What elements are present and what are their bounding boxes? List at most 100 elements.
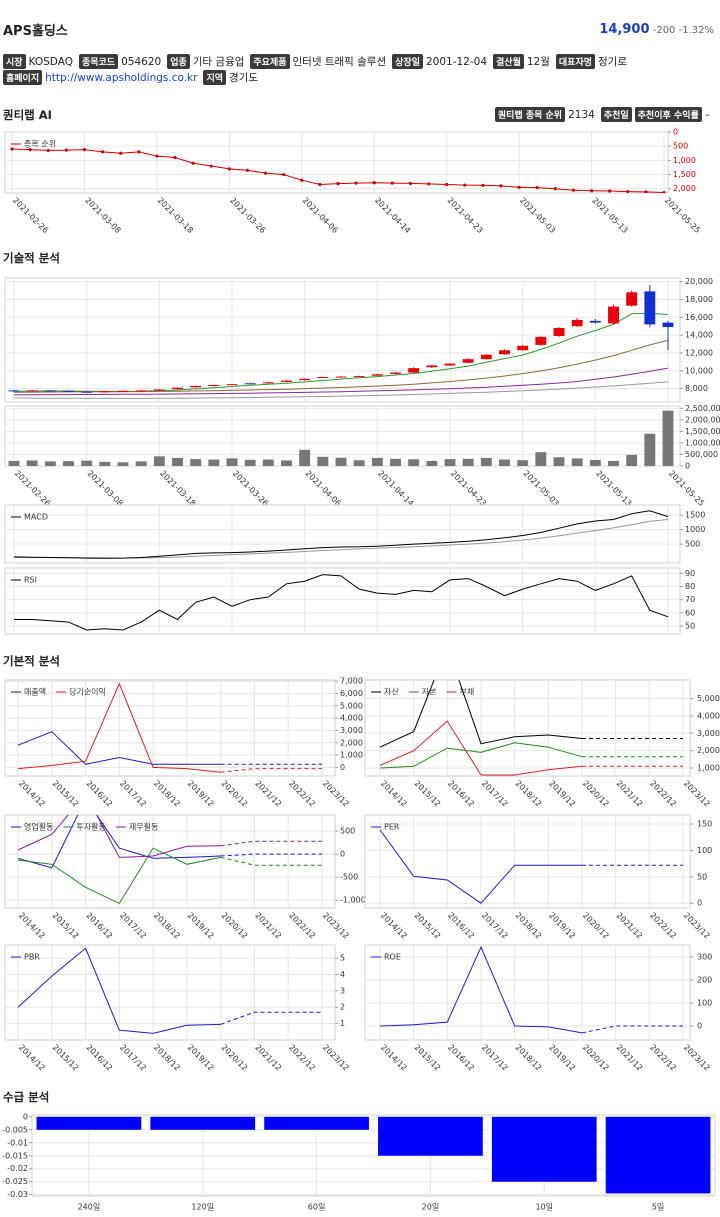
volume-bar — [444, 459, 456, 466]
candle-body — [444, 363, 456, 366]
volume-bar — [190, 459, 202, 466]
volume-bar — [371, 457, 383, 466]
volume-bar — [172, 457, 183, 466]
candle-body — [299, 378, 311, 381]
marker — [46, 148, 50, 153]
x-tick-label: 2021-04-06 — [303, 469, 342, 508]
plot-area: 매출액 당기순이익 — [5, 680, 335, 776]
y-tick-label: 2,500,000 — [685, 404, 720, 413]
candle-body — [644, 291, 656, 325]
y-tick-label: 1 — [340, 1019, 345, 1028]
y-tick-label: 2,000 — [673, 184, 696, 193]
y-tick-label: 1,500,000 — [685, 427, 720, 436]
volume-bar — [335, 457, 347, 466]
x-tick-label: 2021-04-14 — [376, 469, 415, 508]
volume-bar — [608, 460, 619, 466]
y-tick-label: -0.01 — [7, 1138, 28, 1147]
x-tick-label: 2020/12 — [219, 911, 249, 941]
legend-label: MACD — [24, 513, 48, 522]
plot-frame — [4, 814, 336, 909]
legend-label: 재무활동 — [129, 822, 158, 832]
info-tag: 결산월 — [493, 54, 524, 69]
x-tick-label: 2014/12 — [17, 911, 47, 941]
x-tick-label: 2015/12 — [51, 911, 81, 941]
y-tick-label: 0 — [23, 1112, 28, 1121]
change-pct: -1.32% — [678, 25, 714, 36]
x-tick-label: 2021/12 — [614, 779, 644, 809]
marker — [318, 182, 322, 187]
marker — [372, 181, 376, 185]
y-tick-label: 5,000 — [697, 694, 720, 703]
x-tick-label: 2020/12 — [219, 779, 249, 809]
marker — [354, 181, 358, 185]
info-tag: 주요제품 — [250, 54, 290, 69]
x-tick-label: 2020/12 — [219, 1043, 249, 1073]
volume-bar — [499, 459, 510, 466]
x-tick-label: 2021-03-18 — [156, 196, 195, 235]
marker — [300, 178, 304, 182]
y-tick-label: 70 — [685, 595, 695, 604]
x-tick-label: 120일 — [191, 1203, 214, 1212]
y-tick-label: 2 — [340, 1003, 345, 1012]
y-tick-label: 0 — [340, 763, 345, 772]
info-value: 정기로 — [598, 56, 627, 68]
marker — [608, 189, 612, 193]
x-tick-label: 2017/12 — [118, 1043, 148, 1073]
candle-body — [172, 387, 183, 390]
x-tick-label: 2022/12 — [648, 779, 678, 809]
y-tick-label: -1,000 — [340, 896, 366, 905]
marker — [28, 147, 32, 152]
candle-body — [244, 383, 256, 385]
x-tick-label: 2019/12 — [547, 779, 577, 809]
y-tick-label: 10,000 — [685, 366, 713, 375]
legend-label: 자본 — [422, 688, 437, 697]
legend-label: 매출액 — [24, 687, 46, 697]
info-row: 홈페이지 http://www.apsholdings.co.kr 지역 경기도 — [3, 70, 264, 85]
y-tick-label: 150 — [697, 819, 712, 828]
marker — [263, 171, 268, 175]
x-tick-label: 2018/12 — [152, 779, 182, 809]
x-tick-label: 2021-05-13 — [594, 469, 633, 508]
y-tick-label: 4 — [340, 970, 345, 979]
x-tick-label: 2015/12 — [51, 1043, 81, 1073]
series-line — [13, 367, 669, 396]
y-tick-label: 0 — [685, 462, 690, 471]
candle-body — [281, 380, 292, 382]
y-tick-label: 2,000,000 — [685, 415, 720, 424]
marker — [64, 148, 68, 152]
candle-body — [208, 385, 220, 387]
x-tick-label: 2021-02-26 — [11, 196, 50, 235]
x-tick-label: 2016/12 — [446, 779, 476, 809]
x-tick-label: 2020/12 — [581, 779, 611, 809]
x-tick-label: 2022/12 — [648, 911, 678, 941]
homepage-link[interactable]: http://www.apsholdings.co.kr — [45, 72, 198, 84]
candle-body — [535, 336, 547, 345]
info-row: 시장 KOSDAQ 종목코드 054620 업종 기타 금융업 주요제품 인터넷 트래픽 솔루… — [3, 54, 633, 69]
marker — [535, 186, 539, 190]
x-tick-label: 2014/12 — [379, 911, 409, 941]
plot-frame — [4, 131, 669, 194]
marker — [426, 182, 431, 186]
x-tick-label: 2022/12 — [648, 1043, 678, 1073]
marker — [626, 189, 630, 193]
x-tick-label: 2021-04-23 — [445, 196, 484, 235]
x-tick-label: 2016/12 — [84, 911, 114, 941]
legend-label: ROE — [384, 953, 401, 962]
info-tag: 대표자명 — [555, 54, 596, 69]
badge-value: 2134 — [568, 109, 595, 121]
plot-area: PBR — [5, 945, 335, 1040]
series-line — [13, 381, 669, 399]
volume-bar — [208, 459, 220, 466]
marker — [137, 150, 141, 154]
series-line — [220, 768, 322, 773]
bar — [36, 1116, 142, 1130]
series-line — [379, 742, 583, 769]
y-tick-label: 200 — [697, 975, 712, 984]
y-tick-label: 6,000 — [340, 689, 363, 698]
candle-body — [608, 306, 619, 324]
y-tick-label: 2,000 — [340, 738, 363, 747]
change: -200 — [652, 25, 676, 36]
x-tick-label: 2019/12 — [186, 779, 216, 809]
